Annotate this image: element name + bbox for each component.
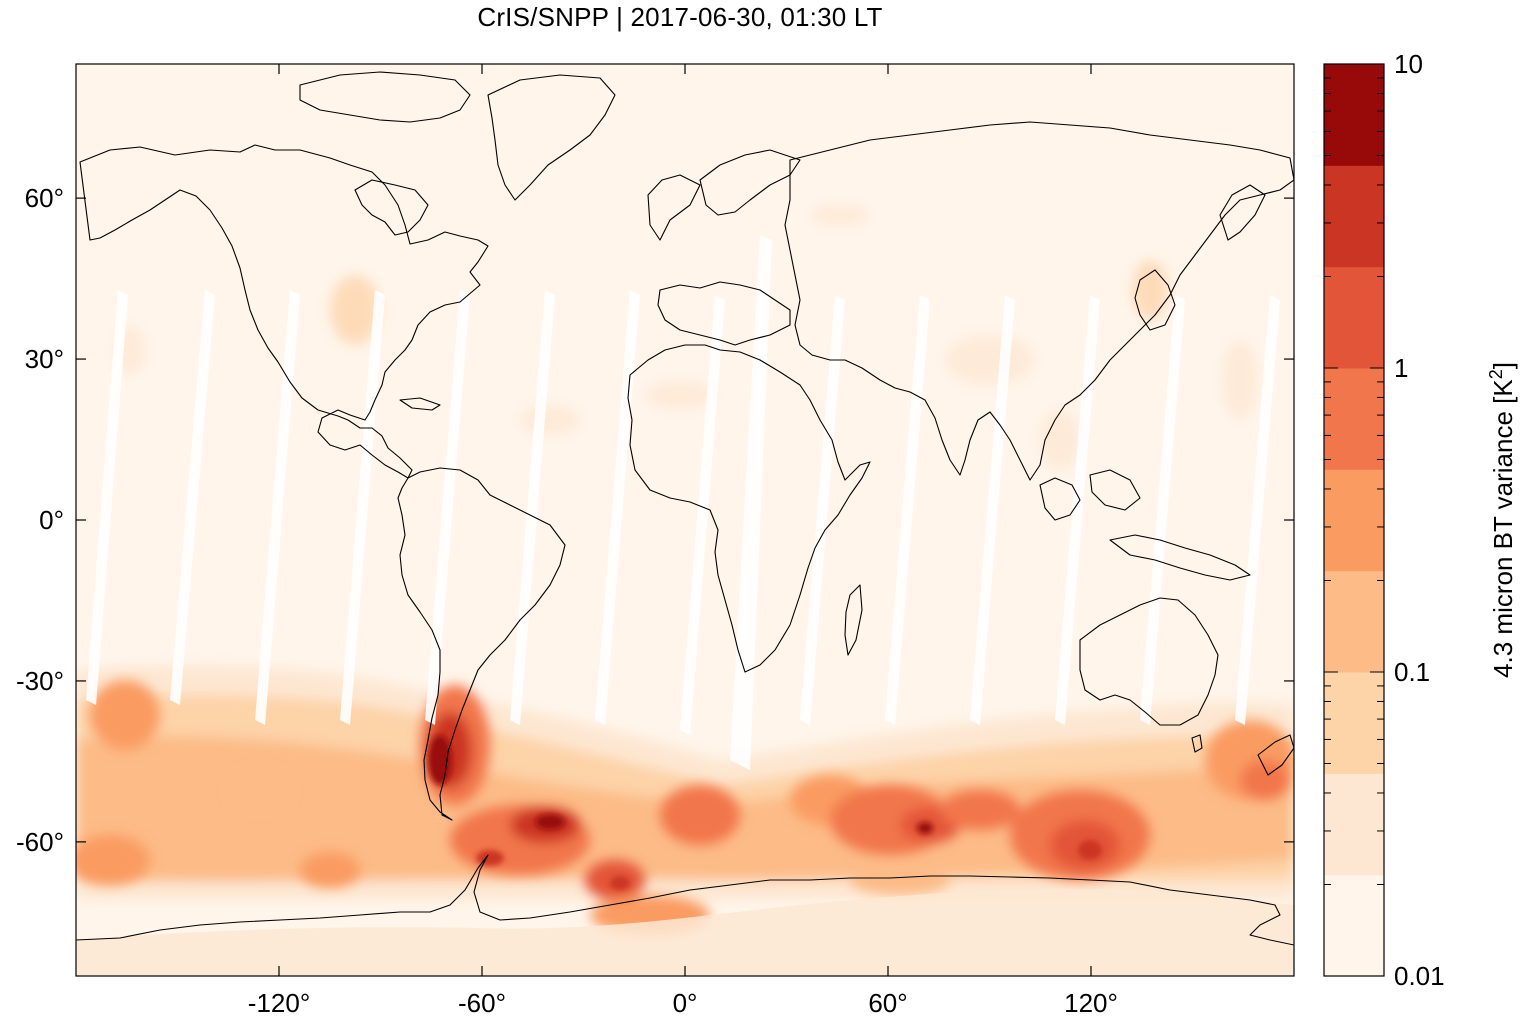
- colorbar: 10 1 0.1 0.01 4.3 micron BT variance [K2]: [1323, 49, 1518, 991]
- coastlines: [76, 71, 1294, 946]
- colorbar-swatches: [1324, 64, 1384, 977]
- x-tick-label: -60°: [458, 988, 506, 1018]
- map-axes: -120° -60° 0° 60° 120° 60° 30° 0° -30° -60°: [16, 64, 1294, 1018]
- y-tick-label: -30°: [16, 666, 64, 696]
- colorbar-swatch: [1324, 64, 1384, 166]
- colorbar-ticks: 10 1 0.1 0.01: [1324, 49, 1445, 991]
- y-tick-label: 30°: [25, 344, 64, 374]
- map-title: CrIS/SNPP | 2017-06-30, 01:30 LT: [477, 2, 883, 32]
- colorbar-tick-label: 0.1: [1394, 657, 1430, 687]
- colorbar-swatch: [1324, 672, 1384, 774]
- x-tick-label: 0°: [673, 988, 698, 1018]
- colorbar-swatch: [1324, 266, 1384, 369]
- colorbar-swatch: [1324, 874, 1384, 977]
- colorbar-tick-label: 1: [1394, 353, 1408, 383]
- colorbar-swatch: [1324, 570, 1384, 673]
- colorbar-swatch: [1324, 469, 1384, 572]
- y-tick-label: -60°: [16, 827, 64, 857]
- colorbar-label-sup: 2: [1486, 369, 1506, 379]
- colorbar-swatch: [1324, 165, 1384, 268]
- x-tick-label: 120°: [1064, 988, 1118, 1018]
- colorbar-swatch: [1324, 368, 1384, 470]
- y-tick-label: 0°: [39, 505, 64, 535]
- y-tick-label: 60°: [25, 183, 64, 213]
- colorbar-frame: [1323, 63, 1385, 977]
- x-tick-label: 60°: [868, 988, 907, 1018]
- x-tick-label: -120°: [248, 988, 310, 1018]
- colorbar-swatch: [1324, 773, 1384, 876]
- colorbar-tick-label: 0.01: [1394, 961, 1445, 991]
- colorbar-tick-label: 10: [1394, 49, 1423, 79]
- colorbar-label: 4.3 micron BT variance [K2]: [1486, 362, 1518, 678]
- variance-field: [76, 71, 1294, 976]
